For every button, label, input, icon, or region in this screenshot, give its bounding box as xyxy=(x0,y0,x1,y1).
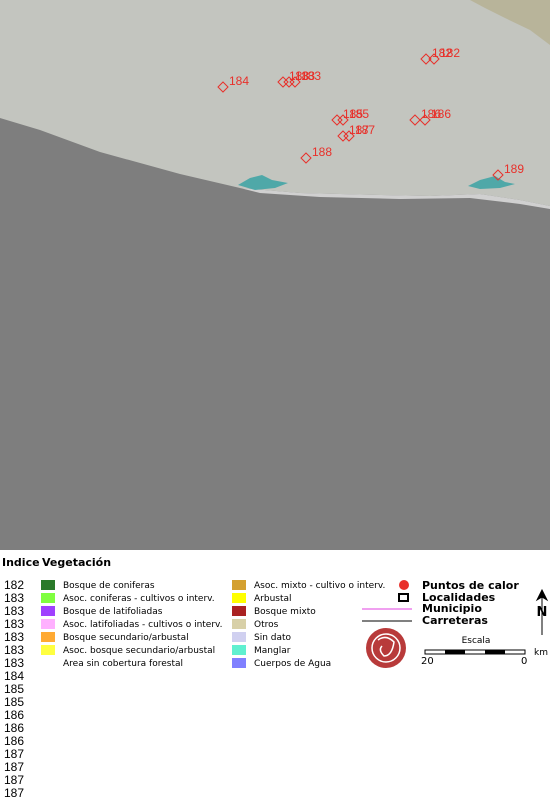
hotspot-marker xyxy=(420,53,432,65)
index-value: 186 xyxy=(4,734,24,748)
scale-bar xyxy=(424,649,526,655)
index-value: 186 xyxy=(4,721,24,735)
logo xyxy=(366,628,406,668)
index-value: 186 xyxy=(4,708,24,722)
index-value: 182 xyxy=(4,578,24,592)
index-value: 187 xyxy=(4,786,24,800)
vegetation-label: Bosque de latifoliadas xyxy=(63,607,163,617)
vegetation-swatch xyxy=(232,606,246,616)
hotspot-marker xyxy=(217,81,229,93)
scale-segment xyxy=(485,650,505,654)
north-arrow xyxy=(535,588,549,635)
index-value: 185 xyxy=(4,695,24,709)
vegetation-swatch xyxy=(41,645,55,655)
shoreline xyxy=(240,188,550,209)
vegetation-label: Asoc. mixto - cultivo o interv. xyxy=(254,581,385,591)
hotspot-marker xyxy=(343,130,355,142)
vegetation-label: Asoc. bosque secundario/arbustal xyxy=(63,646,215,656)
hotspot-label: 185 xyxy=(343,107,363,121)
vegetation-title: Vegetación xyxy=(42,556,111,569)
symbol-label: Puntos de calor xyxy=(422,579,519,592)
index-value: 187 xyxy=(4,747,24,761)
vegetation-label: Bosque secundario/arbustal xyxy=(63,633,189,643)
vegetation-label: Sin dato xyxy=(254,633,292,643)
index-title: Indice xyxy=(2,556,40,569)
index-value: 183 xyxy=(4,617,24,631)
symbol-label: Municipio xyxy=(422,602,482,615)
vegetation-label: Asoc. coniferas - cultivos o interv. xyxy=(63,594,215,604)
index-value: 183 xyxy=(4,630,24,644)
scale-end: 0 xyxy=(521,656,527,667)
hotspot-label: 185 xyxy=(349,107,369,121)
vegetation-label: Otros xyxy=(254,620,279,630)
hotspot-marker xyxy=(337,114,349,126)
lagoon xyxy=(468,176,515,189)
index-value: 183 xyxy=(4,643,24,657)
vegetation-swatch xyxy=(232,593,246,603)
vegetation-label: Manglar xyxy=(254,646,291,656)
hotspot-label: 187 xyxy=(349,123,369,137)
hotspot-marker xyxy=(300,152,312,164)
vegetation-label: Cuerpos de Agua xyxy=(254,659,331,669)
hotspot-marker xyxy=(428,53,440,65)
hotspot-label: 184 xyxy=(229,74,249,88)
vegetation-swatch xyxy=(232,645,246,655)
vegetation-label: Bosque de coniferas xyxy=(63,581,155,591)
hotspot-marker xyxy=(289,76,301,88)
vegetation-swatch xyxy=(232,580,246,590)
hotspot-marker xyxy=(419,114,431,126)
vegetation-swatch xyxy=(41,632,55,642)
hotspot-symbol xyxy=(399,580,409,590)
vegetation-swatch xyxy=(41,580,55,590)
scale-title: Escala xyxy=(462,636,491,646)
symbol-label: Carreteras xyxy=(422,614,488,627)
hotspot-label: 183 xyxy=(295,69,315,83)
highlands xyxy=(470,0,550,45)
vegetation-swatch xyxy=(41,593,55,603)
vegetation-swatch xyxy=(41,606,55,616)
hotspot-label: 187 xyxy=(355,123,375,137)
vegetation-swatch xyxy=(41,619,55,629)
scale-start: 20 xyxy=(421,656,434,667)
hotspot-label: 186 xyxy=(431,107,451,121)
scale-segment xyxy=(445,650,465,654)
vegetation-label: Asoc. latifoliadas - cultivos o interv. xyxy=(63,620,223,630)
hotspot-label: 186 xyxy=(421,107,441,121)
vegetation-swatch xyxy=(232,632,246,642)
hotspot-label: 189 xyxy=(504,162,524,176)
hotspot-label: 183 xyxy=(301,69,321,83)
hotspot-marker xyxy=(409,114,421,126)
hotspot-label: 183 xyxy=(289,69,309,83)
index-value: 185 xyxy=(4,682,24,696)
symbol-label: Localidades xyxy=(422,591,496,604)
locality-symbol xyxy=(398,593,409,602)
index-value: 187 xyxy=(4,773,24,787)
hotspot-label: 182 xyxy=(440,46,460,60)
index-value: 183 xyxy=(4,656,24,670)
index-value: 183 xyxy=(4,604,24,618)
north-label: N xyxy=(537,605,548,620)
vegetation-label: Arbustal xyxy=(254,594,292,604)
vegetation-label: Bosque mixto xyxy=(254,607,316,617)
ocean xyxy=(0,118,550,550)
index-value: 184 xyxy=(4,669,24,683)
lagoon xyxy=(238,175,288,190)
scale-unit: km xyxy=(534,648,548,658)
vegetation-label: Area sin cobertura forestal xyxy=(63,659,183,669)
index-value: 187 xyxy=(4,760,24,774)
vegetation-swatch xyxy=(232,619,246,629)
index-value: 183 xyxy=(4,591,24,605)
vegetation-swatch xyxy=(232,658,246,668)
hotspot-marker xyxy=(492,169,504,181)
hotspot-label: 188 xyxy=(312,145,332,159)
